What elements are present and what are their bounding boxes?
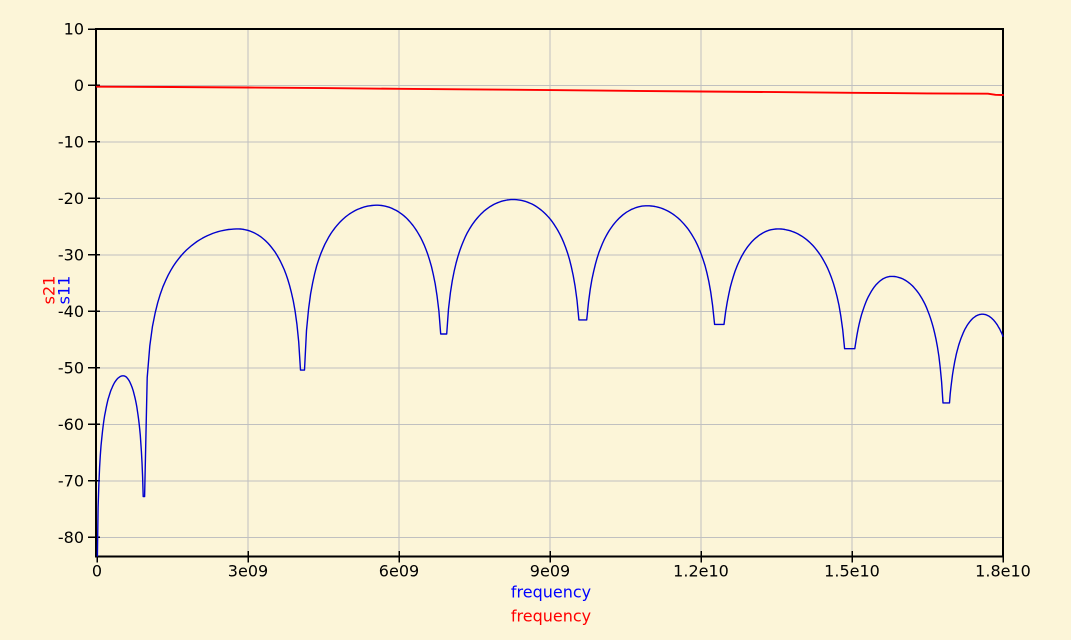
y-tick-label: -30 xyxy=(58,245,84,264)
y-tick-label: 0 xyxy=(74,76,84,95)
y-tick-label: -80 xyxy=(58,528,84,547)
x-tick-label: 1.2e10 xyxy=(673,562,729,581)
x-tick-label: 1.8e10 xyxy=(975,562,1031,581)
y-tick-label: -10 xyxy=(58,132,84,151)
y-tick-label: -40 xyxy=(58,302,84,321)
x-tick-label: 9e09 xyxy=(530,562,570,581)
y-tick-label: 10 xyxy=(64,20,84,39)
s11-trace xyxy=(96,198,1004,557)
y-tick-label: -20 xyxy=(58,189,84,208)
y-tick-label: -70 xyxy=(58,471,84,490)
s21-trace xyxy=(96,85,1004,96)
y-tick-label: -50 xyxy=(58,358,84,377)
x-tick-label: 1.5e10 xyxy=(824,562,880,581)
x-tick-label: 6e09 xyxy=(379,562,419,581)
y-axis-label-s11: s11 xyxy=(54,275,74,305)
x-tick-label: 3e09 xyxy=(228,562,268,581)
x-axis-label-frequency-s11: frequency xyxy=(510,582,592,602)
x-axis-label-frequency-s21: frequency xyxy=(510,606,592,626)
x-tick-label: 0 xyxy=(92,562,102,581)
y-tick-label: -60 xyxy=(58,415,84,434)
